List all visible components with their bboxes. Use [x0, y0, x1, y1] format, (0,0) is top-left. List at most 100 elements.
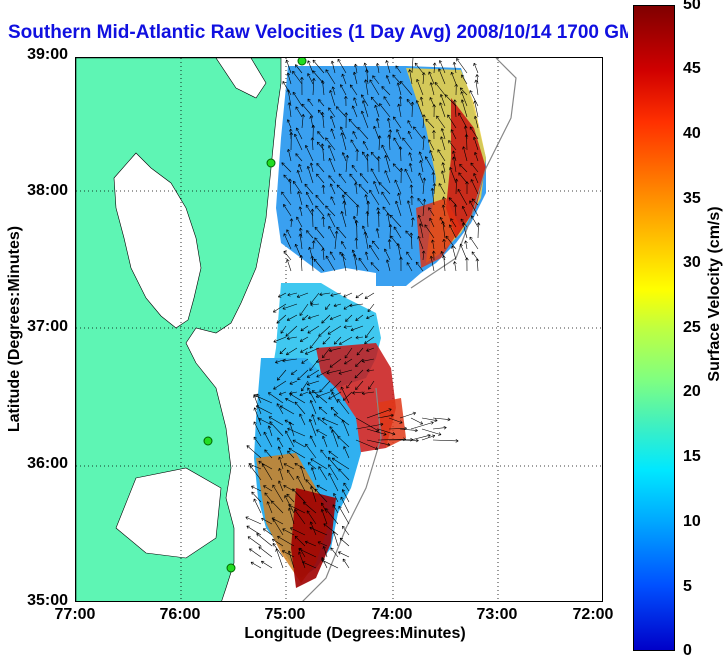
velocity-arrow — [307, 325, 320, 334]
velocity-arrow — [286, 314, 298, 321]
velocity-arrow — [341, 73, 347, 85]
velocity-arrow — [378, 182, 391, 195]
y-axis-label: Latitude (Degrees:Minutes) — [6, 225, 23, 433]
velocity-arrow — [340, 132, 347, 151]
velocity-arrow — [289, 393, 306, 404]
velocity-arrow — [256, 533, 273, 547]
velocity-arrow — [305, 479, 317, 492]
velocity-arrow — [364, 79, 369, 96]
velocity-arrow — [328, 464, 339, 481]
velocity-arrow — [364, 194, 369, 206]
velocity-arrow — [332, 504, 339, 514]
colorbar-tick: 50 — [683, 0, 701, 13]
velocity-arrow — [277, 535, 295, 547]
colorbar-tick: 45 — [683, 60, 701, 77]
velocity-arrow — [321, 559, 339, 569]
velocity-arrow — [375, 63, 380, 74]
velocity-arrow — [277, 446, 284, 459]
velocity-arrow — [285, 347, 298, 356]
velocity-arrow — [361, 94, 369, 107]
velocity-arrow — [298, 206, 303, 217]
velocity-arrow — [317, 417, 328, 426]
velocity-arrow — [283, 250, 292, 261]
velocity-arrow — [283, 463, 295, 470]
velocity-arrow — [322, 545, 328, 558]
velocity-arrow — [299, 391, 309, 397]
velocity-arrow — [386, 117, 391, 129]
pamlico-sound — [115, 467, 222, 559]
velocity-arrow — [421, 417, 438, 423]
velocity-arrow — [465, 181, 469, 195]
velocity-arrow — [432, 183, 437, 195]
velocity-arrow — [251, 485, 262, 492]
velocity-arrow — [429, 255, 435, 272]
velocity-arrow — [362, 140, 369, 151]
velocity-arrow — [410, 195, 414, 206]
velocity-arrow — [330, 406, 339, 415]
velocity-arrow — [442, 255, 446, 272]
velocity-arrow — [364, 292, 375, 299]
velocity-arrow — [296, 216, 303, 228]
velocity-arrow — [281, 162, 292, 173]
velocity-arrow — [285, 325, 298, 337]
velocity-arrow — [261, 463, 273, 481]
velocity-arrow — [258, 460, 273, 470]
velocity-arrow — [342, 558, 350, 569]
velocity-arrow — [285, 397, 295, 404]
velocity-arrow — [447, 114, 457, 129]
velocity-arrow — [406, 98, 413, 107]
velocity-arrow — [292, 439, 306, 448]
velocity-arrow — [280, 325, 287, 334]
velocity-arrow — [315, 194, 325, 206]
velocity-arrow — [333, 336, 342, 345]
velocity-arrow — [286, 89, 292, 107]
velocity-arrow — [325, 303, 331, 310]
velocity-arrow — [283, 233, 292, 250]
velocity-arrow — [316, 429, 328, 437]
velocity-arrow — [366, 200, 370, 217]
velocity-arrow — [278, 456, 284, 470]
velocity-arrow — [301, 114, 305, 129]
velocity-arrow — [461, 205, 468, 217]
velocity-arrow — [365, 325, 375, 339]
velocity-arrow — [428, 207, 435, 217]
velocity-arrow — [325, 69, 336, 85]
velocity-arrow — [453, 99, 457, 118]
velocity-arrow — [310, 137, 315, 151]
velocity-arrow — [349, 173, 358, 184]
velocity-arrow — [345, 314, 353, 322]
velocity-arrow — [337, 58, 347, 74]
velocity-arrow — [341, 253, 347, 272]
velocity-vectors — [245, 58, 481, 569]
velocity-arrow — [473, 115, 479, 129]
velocity-arrow — [452, 156, 457, 173]
velocity-arrow — [374, 104, 380, 118]
velocity-arrow — [409, 232, 414, 250]
velocity-arrow — [406, 251, 413, 261]
velocity-arrow — [341, 241, 347, 250]
velocity-arrow — [349, 303, 364, 308]
velocity-arrow — [352, 253, 358, 272]
velocity-arrow — [361, 100, 369, 118]
velocity-arrow — [465, 257, 469, 272]
velocity-arrow — [321, 314, 331, 324]
velocity-arrow — [295, 153, 303, 162]
velocity-arrow — [287, 292, 298, 297]
velocity-arrow — [304, 183, 314, 195]
velocity-arrow — [396, 129, 402, 140]
velocity-arrow — [282, 81, 292, 96]
velocity-arrow — [355, 149, 359, 162]
velocity-arrow — [431, 239, 435, 250]
velocity-arrow — [406, 262, 413, 272]
velocity-arrow — [407, 130, 413, 140]
velocity-arrow — [377, 428, 396, 436]
velocity-arrow — [310, 458, 328, 470]
colorbar-tick: 20 — [683, 383, 701, 400]
velocity-arrow — [300, 325, 309, 332]
velocity-arrow — [393, 226, 402, 239]
velocity-arrow — [372, 240, 380, 250]
velocity-arrow — [316, 173, 325, 184]
velocity-arrow — [459, 243, 468, 261]
velocity-arrow — [473, 100, 479, 118]
velocity-arrow — [393, 116, 402, 129]
